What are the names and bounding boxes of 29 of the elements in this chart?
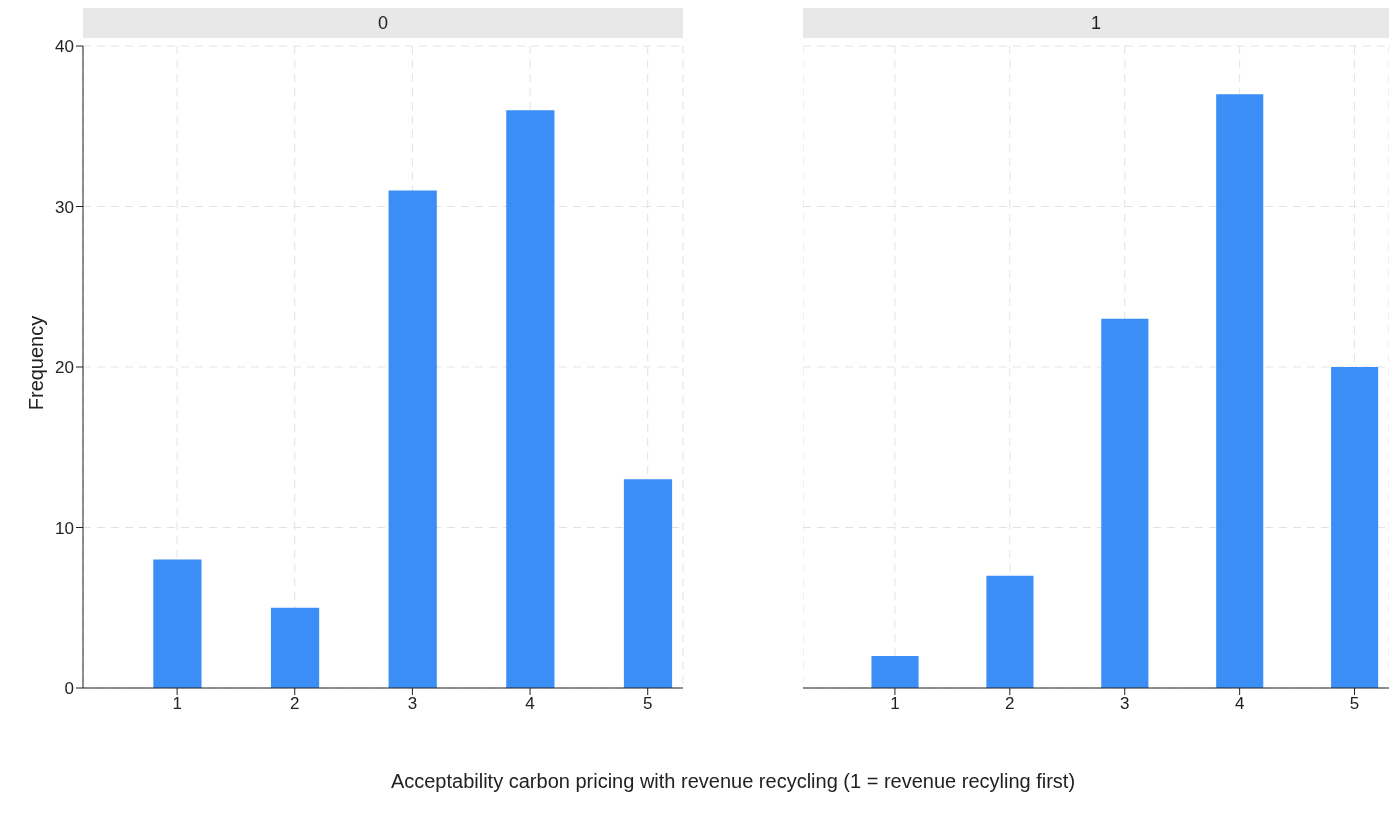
y-tick-label: 30 [55,197,74,217]
y-tick-label: 10 [55,518,74,538]
bar [1331,367,1379,688]
x-tick-label: 5 [1349,694,1360,714]
y-tick-label: 20 [55,358,74,378]
x-tick-label: 3 [407,694,418,714]
x-tick-label: 1 [890,694,900,714]
bar [1101,318,1149,688]
bar [506,110,555,688]
chart-title: 0 [83,8,683,38]
x-tick-label: 2 [290,694,300,714]
bar [623,479,673,688]
x-axis-title: Acceptability carbon pricing with revenue recycling (1 = revenue recyling first) [389,770,1077,793]
x-tick-label: 2 [1005,694,1015,714]
x-tick-label: 1 [172,694,182,714]
bar [270,607,320,688]
x-tick-label: 5 [642,694,653,714]
y-tick-label: 0 [64,679,74,699]
bar [388,190,437,688]
x-tick-label: 4 [525,694,535,714]
x-tick-label: 3 [1119,694,1130,714]
bar [871,655,919,688]
y-axis-title: Frequency [24,315,48,411]
y-tick-label: 40 [55,37,74,57]
bar [986,575,1034,688]
chart-title: 1 [803,8,1389,38]
x-tick-label: 4 [1234,694,1245,714]
bar [153,559,202,688]
bar [1216,94,1264,688]
